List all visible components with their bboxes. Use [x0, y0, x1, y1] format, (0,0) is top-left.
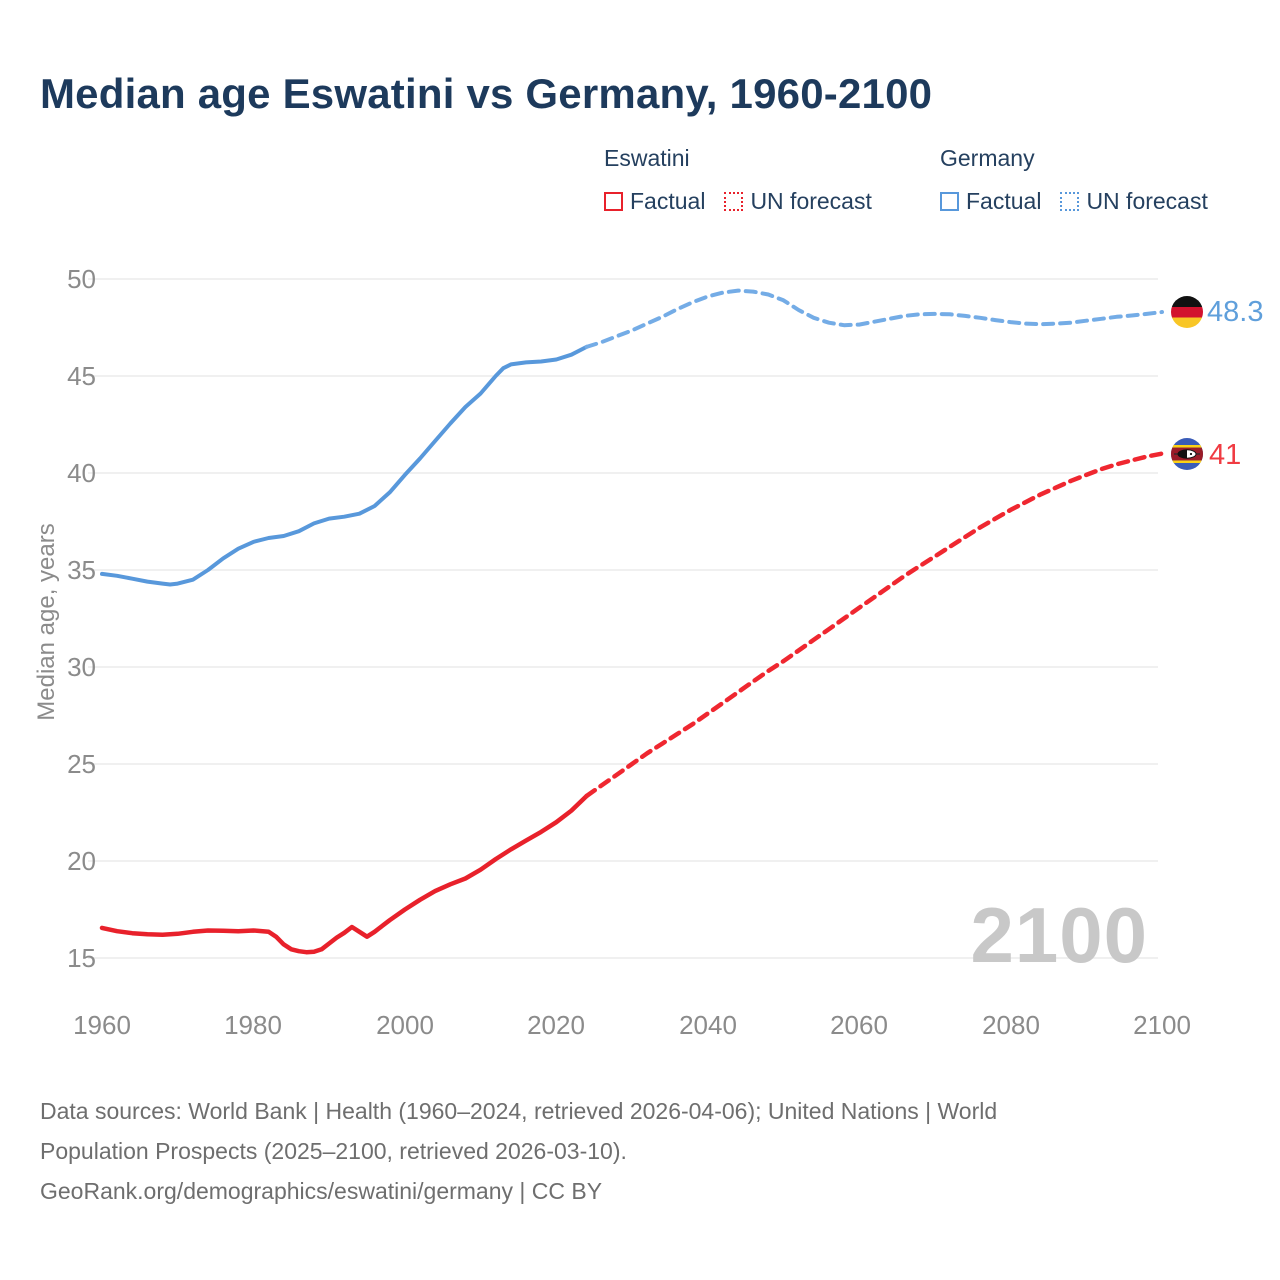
footer-line: GeoRank.org/demographics/eswatini/german…: [40, 1178, 603, 1204]
legend-germany-label: Germany: [940, 145, 1035, 171]
y-tick-label: 20: [67, 846, 96, 876]
germany-factual-line: [100, 344, 589, 587]
legend-item-germany-forecast: UN forecast: [1060, 188, 1208, 215]
legend-row-eswatini: Factual UN forecast: [604, 188, 891, 215]
y-tick-label: 15: [67, 943, 96, 973]
footer-line: Data sources: World Bank | Health (1960–…: [40, 1098, 998, 1124]
y-tick-label: 25: [67, 749, 96, 779]
eswatini-forecast-swatch-icon: [724, 192, 744, 211]
y-tick-label: 30: [67, 652, 96, 682]
legend-group-eswatini: Eswatini Factual UN forecast: [604, 145, 891, 215]
eswatini-forecast-line: [584, 451, 1165, 799]
eswatini-end-value: 41: [1209, 439, 1242, 471]
x-tick-label: 2060: [830, 1010, 888, 1040]
legend-label: UN forecast: [1086, 188, 1208, 214]
x-tick-label: 2080: [982, 1010, 1040, 1040]
legend-item-eswatini-factual: Factual: [604, 188, 705, 215]
y-tick-label: 50: [67, 264, 96, 294]
y-tick-label: 35: [67, 555, 96, 585]
footer-line: Population Prospects (2025–2100, retriev…: [40, 1138, 627, 1164]
legend-group-germany: Germany Factual UN forecast: [940, 145, 1227, 215]
germany-forecast-swatch-icon: [1060, 192, 1080, 211]
x-tick-label: 2100: [1133, 1010, 1191, 1040]
x-tick-label: 2040: [679, 1010, 737, 1040]
legend-item-germany-factual: Factual: [940, 188, 1041, 215]
y-tick-label: 40: [67, 458, 96, 488]
eswatini-factual-line: [99, 793, 589, 955]
eswatini-flag-icon: [1171, 438, 1203, 470]
germany-flag-icon: [1171, 296, 1203, 328]
x-tick-label: 2000: [376, 1010, 434, 1040]
legend-label: Factual: [966, 188, 1042, 214]
germany-end-value: 48.3: [1207, 296, 1264, 328]
germany-factual-swatch-icon: [940, 192, 959, 211]
germany-forecast-line: [584, 288, 1164, 349]
x-tick-label: 2020: [527, 1010, 585, 1040]
eswatini-factual-swatch-icon: [604, 192, 623, 211]
footer-attribution: Data sources: World Bank | Health (1960–…: [40, 1091, 997, 1211]
x-tick-label: 1960: [73, 1010, 131, 1040]
y-tick-label: 45: [67, 361, 96, 391]
legend-label: Factual: [630, 188, 706, 214]
legend-row-germany: Factual UN forecast: [940, 188, 1227, 215]
chart-title: Median age Eswatini vs Germany, 1960-210…: [40, 70, 933, 117]
legend-eswatini-label: Eswatini: [604, 145, 690, 171]
legend-item-eswatini-forecast: UN forecast: [724, 188, 872, 215]
x-tick-label: 1980: [224, 1010, 282, 1040]
legend-label: UN forecast: [750, 188, 872, 214]
watermark-year: 2100: [970, 891, 1148, 979]
